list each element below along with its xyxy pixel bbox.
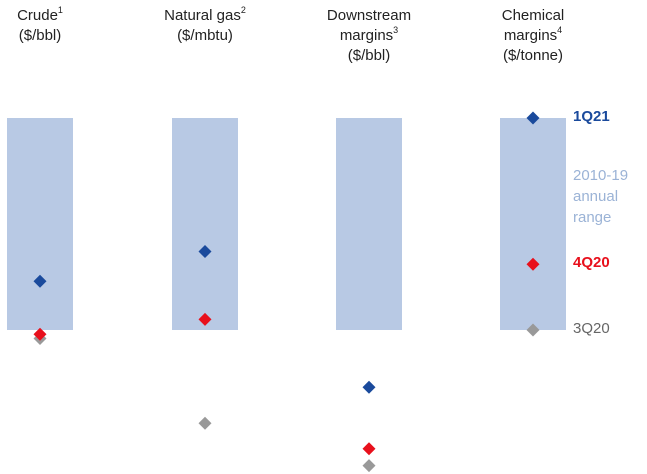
marker-4q20-col2 (362, 442, 376, 456)
marker-1q21-col0 (33, 274, 47, 288)
footnote-marker: 1 (57, 5, 63, 15)
column-heading-2: Downstream margins3 ($/bbl) (299, 6, 439, 66)
range-bar-0 (7, 118, 73, 330)
marker-3q20-col2 (362, 459, 376, 473)
marker-4q20-col3 (526, 257, 540, 271)
range-label-line: annual (573, 188, 619, 205)
range-bar-3 (500, 118, 566, 330)
marker-1q21-col2 (362, 380, 376, 394)
footnote-marker: 2 (240, 5, 246, 15)
marker-1q21-col1 (198, 245, 212, 259)
column-unit: ($/bbl) (18, 27, 62, 44)
legend-3q20: 3Q20 (573, 320, 610, 337)
column-name: Natural gas (164, 7, 241, 24)
column-heading-1: Natural gas2 ($/mbtu) (135, 5, 275, 46)
marker-3q20-col3 (526, 323, 540, 337)
column-name: Chemical (501, 7, 565, 24)
column-heading-0: Crude1 ($/bbl) (0, 5, 110, 46)
marker-1q21-col3 (526, 111, 540, 125)
footnote-marker: 3 (393, 25, 399, 35)
column-heading-3: Chemical margins4 ($/tonne) (463, 6, 603, 66)
column-name: Downstream (326, 7, 412, 24)
marker-4q20-col0 (33, 327, 47, 341)
column-unit: ($/mbtu) (177, 27, 233, 44)
marker-3q20-col1 (198, 416, 212, 430)
legend-1q21: 1Q21 (573, 108, 610, 125)
range-label-line: range (573, 209, 612, 226)
range-bar-1 (172, 118, 238, 330)
column-name: margins (503, 27, 558, 44)
range-bar-2 (336, 118, 402, 330)
legend-4q20: 4Q20 (573, 254, 610, 272)
marker-4q20-col1 (198, 312, 212, 326)
range-label-line: 2010-19 (573, 167, 629, 184)
column-unit: ($/bbl) (347, 47, 391, 64)
column-unit: ($/tonne) (502, 47, 564, 64)
column-name: Crude (17, 7, 58, 24)
legend-range-label: 2010-19 annual range (573, 165, 643, 228)
footnote-marker: 4 (557, 25, 563, 35)
column-name: margins (339, 27, 394, 44)
